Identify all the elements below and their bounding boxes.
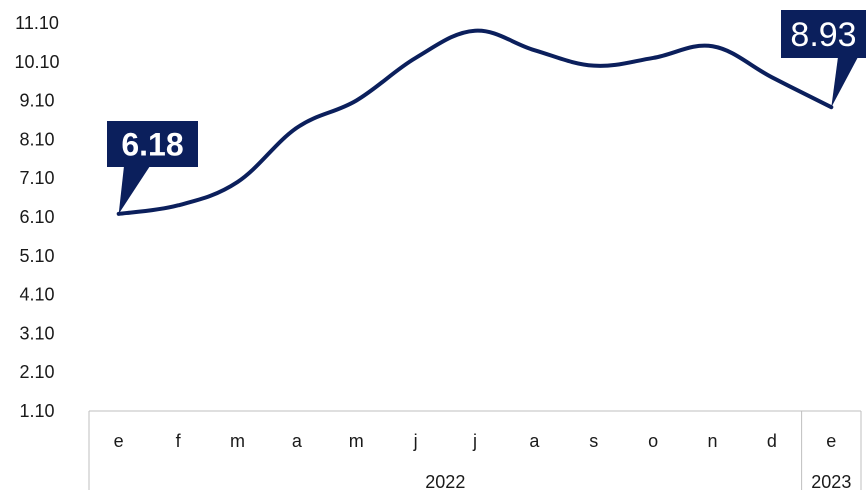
series-line — [116, 28, 834, 216]
x-tick-label: j — [472, 431, 477, 451]
x-tick-label: a — [292, 431, 303, 451]
x-tick-label: e — [826, 431, 836, 451]
y-tick-label: 1.10 — [19, 401, 54, 421]
y-tick-label: 3.10 — [19, 323, 54, 343]
y-axis: 1.10 2.10 3.10 4.10 5.10 6.10 7.10 8.10 9.10 10.1… — [14, 13, 59, 421]
x-tick-label: e — [114, 431, 124, 451]
x-tick-label: m — [230, 431, 245, 451]
y-tick-label: 11.10 — [15, 13, 59, 33]
callout-box — [107, 121, 198, 167]
y-tick-label: 4.10 — [19, 285, 54, 305]
x-axis: e f m a m j j a s o n d e 2022 2023 — [88, 410, 862, 490]
callout-label: 6.18 — [121, 127, 183, 163]
year-label: 2023 — [811, 472, 851, 490]
x-tick-label: a — [529, 431, 540, 451]
plot-area — [116, 28, 834, 216]
y-tick-label: 2.10 — [19, 362, 54, 382]
callout-label: 8.93 — [790, 16, 856, 54]
y-tick-label: 8.10 — [19, 129, 54, 149]
x-tick-label: s — [589, 431, 598, 451]
value-callout: 8.93 — [781, 10, 866, 108]
callout-pointer — [831, 57, 858, 108]
value-callouts: 6.18 8.93 — [107, 10, 866, 214]
y-tick-label: 5.10 — [19, 246, 54, 266]
x-tick-label: f — [176, 431, 182, 451]
x-tick-label: o — [648, 431, 658, 451]
callout-box — [781, 10, 866, 58]
y-tick-label: 10.10 — [14, 52, 59, 72]
x-tick-label: d — [767, 431, 777, 451]
year-label: 2022 — [425, 472, 465, 490]
y-tick-label: 7.10 — [19, 168, 54, 188]
x-tick-label: j — [413, 431, 418, 451]
x-tick-label: m — [349, 431, 364, 451]
y-tick-label: 6.10 — [19, 207, 54, 227]
y-tick-label: 9.10 — [19, 91, 54, 111]
x-tick-label: n — [708, 431, 718, 451]
value-callout: 6.18 — [107, 121, 198, 214]
callout-pointer — [118, 166, 150, 214]
